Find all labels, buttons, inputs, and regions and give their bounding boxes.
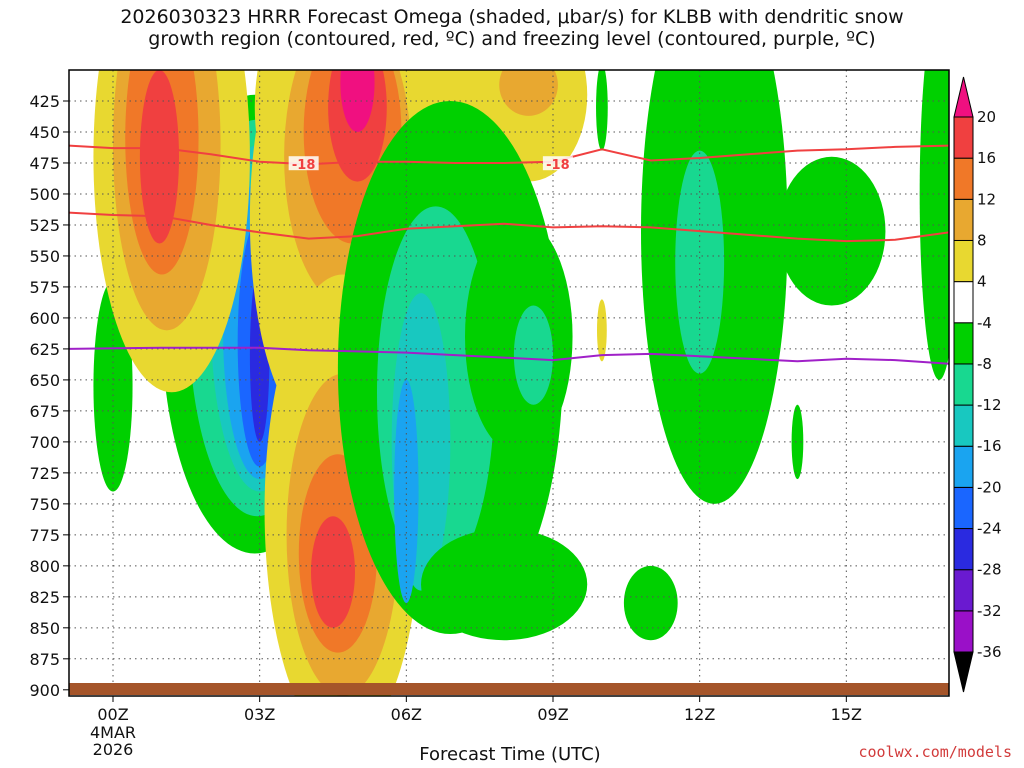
plot-frame xyxy=(68,69,950,697)
colorbar-box-9 xyxy=(953,239,974,283)
omega-cell-29 xyxy=(421,528,588,641)
colorbar-label--20: -20 xyxy=(977,478,1002,496)
freezing-level-line xyxy=(69,346,949,365)
colorbar-bottom-arrow xyxy=(953,651,974,693)
contour-label-bg-0 xyxy=(288,156,319,171)
terrain-ground xyxy=(69,683,949,695)
credit-link[interactable]: coolwx.com/models xyxy=(858,743,1012,761)
colorbar-box-11 xyxy=(953,157,974,200)
colorbar-box-6 xyxy=(953,363,974,406)
omega-cell-37 xyxy=(919,70,949,380)
omega-cell-31 xyxy=(597,299,607,362)
x-tick-label-12Z: 12Z xyxy=(684,705,715,724)
x-tick-label-09Z: 09Z xyxy=(537,705,568,724)
y-axis: 425 450 475 500 525 550 575 600 625 650 675 700 725 7… xyxy=(29,92,69,700)
colorbar-box-7 xyxy=(953,322,974,365)
y-tick-label-450: 450 xyxy=(29,123,60,142)
omega-cell-20 xyxy=(311,516,355,628)
contour-label-bg-1 xyxy=(542,156,573,171)
y-tick-label-800: 800 xyxy=(29,557,60,576)
colorbar-label-20: 20 xyxy=(977,108,996,126)
y-tick-label-900: 900 xyxy=(29,681,60,700)
omega-cell-26 xyxy=(394,379,419,604)
colorbar: -36 -32 -28 -24 -20 -16 -12 -8 -4 4 8 12 16 20 xyxy=(953,76,1002,693)
colorbar-box-0 xyxy=(953,610,974,653)
contour-lines: -18 -18 xyxy=(69,144,949,365)
contour-label-0: -18 xyxy=(292,158,316,173)
y-tick-label-850: 850 xyxy=(29,619,60,638)
colorbar-label--16: -16 xyxy=(977,437,1002,455)
colorbar-label--8: -8 xyxy=(977,355,992,373)
dgz-contour-minus18 xyxy=(69,144,949,166)
x-axis-title: Forecast Time (UTC) xyxy=(419,744,601,765)
x-year-label: 2026 xyxy=(93,740,134,759)
y-tick-label-650: 650 xyxy=(29,371,60,390)
title-line-1: 2026030323 HRRR Forecast Omega (shaded, … xyxy=(120,6,904,28)
colorbar-box-2 xyxy=(953,528,974,571)
y-tick-label-425: 425 xyxy=(29,92,60,111)
dgz-contour-minus12 xyxy=(69,211,949,243)
colorbar-box-12 xyxy=(953,116,974,159)
colorbar-box-5 xyxy=(953,404,974,447)
y-tick-label-475: 475 xyxy=(29,154,60,173)
omega-cell-33 xyxy=(675,150,725,374)
omega-cell-36 xyxy=(623,565,678,641)
colorbar-box-1 xyxy=(953,569,974,612)
y-tick-label-525: 525 xyxy=(29,216,60,235)
colorbar-label--12: -12 xyxy=(977,396,1002,414)
omega-cell-22 xyxy=(499,70,558,116)
x-tick-label-15Z: 15Z xyxy=(831,705,862,724)
y-tick-label-550: 550 xyxy=(29,247,60,266)
omega-cell-10 xyxy=(139,70,179,244)
y-tick-label-500: 500 xyxy=(29,185,60,204)
colorbar-label--28: -28 xyxy=(977,561,1002,579)
colorbar-box-3 xyxy=(953,486,974,530)
y-tick-label-600: 600 xyxy=(29,309,60,328)
omega-cell-28 xyxy=(513,305,553,405)
colorbar-label--32: -32 xyxy=(977,602,1002,620)
y-tick-label-775: 775 xyxy=(29,526,60,545)
colorbar-box-4 xyxy=(953,445,974,488)
x-tick-label-00Z: 00Z xyxy=(97,705,128,724)
y-tick-label-575: 575 xyxy=(29,278,60,297)
x-tick-label-03Z: 03Z xyxy=(244,705,275,724)
colorbar-label--36: -36 xyxy=(977,643,1002,661)
omega-cell-34 xyxy=(777,156,886,306)
colorbar-label--4: -4 xyxy=(977,314,992,332)
contour-label-1: -18 xyxy=(546,158,570,173)
y-tick-label-675: 675 xyxy=(29,402,60,421)
x-date-label: 4MAR xyxy=(90,723,136,742)
omega-cell-35 xyxy=(791,404,804,480)
y-tick-label-725: 725 xyxy=(29,464,60,483)
colorbar-label-8: 8 xyxy=(977,231,987,249)
omega-shading xyxy=(93,70,949,696)
y-tick-label-625: 625 xyxy=(29,340,60,359)
x-tick-label-06Z: 06Z xyxy=(391,705,422,724)
title-line-2: growth region (contoured, red, ºC) and f… xyxy=(148,28,876,50)
colorbar-top-arrow xyxy=(953,76,974,118)
y-tick-label-750: 750 xyxy=(29,495,60,514)
colorbar-label-12: 12 xyxy=(977,190,996,208)
colorbar-box-8 xyxy=(953,281,974,324)
colorbar-label-16: 16 xyxy=(977,149,996,167)
chart-title: 2026030323 HRRR Forecast Omega (shaded, … xyxy=(0,6,1024,50)
colorbar-box-10 xyxy=(953,198,974,241)
colorbar-label-4: 4 xyxy=(977,273,987,291)
omega-cell-16 xyxy=(340,70,375,132)
y-tick-label-825: 825 xyxy=(29,588,60,607)
colorbar-label--24: -24 xyxy=(977,520,1002,538)
omega-cell-30 xyxy=(596,70,608,151)
y-tick-label-875: 875 xyxy=(29,650,60,669)
y-tick-label-700: 700 xyxy=(29,433,60,452)
